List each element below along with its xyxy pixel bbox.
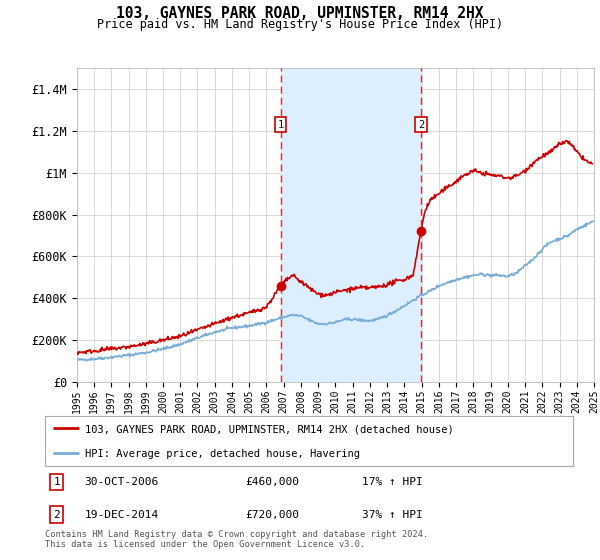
Text: Price paid vs. HM Land Registry's House Price Index (HPI): Price paid vs. HM Land Registry's House … <box>97 18 503 31</box>
Text: 103, GAYNES PARK ROAD, UPMINSTER, RM14 2HX: 103, GAYNES PARK ROAD, UPMINSTER, RM14 2… <box>116 6 484 21</box>
Text: £460,000: £460,000 <box>245 477 299 487</box>
Text: HPI: Average price, detached house, Havering: HPI: Average price, detached house, Have… <box>85 449 359 459</box>
Bar <box>281 68 421 382</box>
Text: 2: 2 <box>418 120 424 130</box>
Text: £720,000: £720,000 <box>245 510 299 520</box>
Text: 17% ↑ HPI: 17% ↑ HPI <box>362 477 422 487</box>
Text: 30-OCT-2006: 30-OCT-2006 <box>85 477 159 487</box>
Text: 19-DEC-2014: 19-DEC-2014 <box>85 510 159 520</box>
Text: 2: 2 <box>53 510 60 520</box>
Text: 37% ↑ HPI: 37% ↑ HPI <box>362 510 422 520</box>
Text: Contains HM Land Registry data © Crown copyright and database right 2024.
This d: Contains HM Land Registry data © Crown c… <box>45 530 428 549</box>
Text: 1: 1 <box>278 120 284 130</box>
Text: 103, GAYNES PARK ROAD, UPMINSTER, RM14 2HX (detached house): 103, GAYNES PARK ROAD, UPMINSTER, RM14 2… <box>85 424 454 434</box>
Text: 1: 1 <box>53 477 60 487</box>
